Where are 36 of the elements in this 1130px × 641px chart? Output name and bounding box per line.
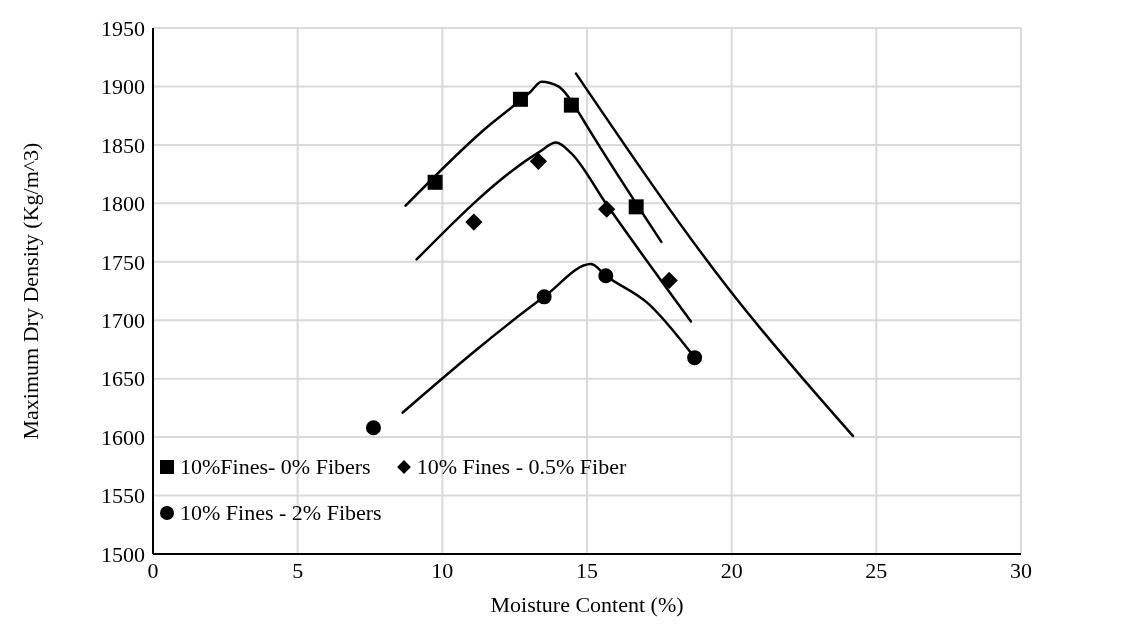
y-tick-label: 1500 xyxy=(101,541,145,567)
x-tick-label: 20 xyxy=(720,557,743,583)
y-tick-label: 1900 xyxy=(101,74,145,100)
point xyxy=(529,152,548,170)
legend-label: 10% Fines - 2% Fibers xyxy=(180,499,382,527)
y-tick-label: 1850 xyxy=(101,132,145,158)
point xyxy=(427,174,443,190)
legend-label: 10%Fines- 0% Fibers xyxy=(180,453,371,481)
point xyxy=(660,271,678,290)
point xyxy=(628,199,644,215)
legend-label: 10% Fines - 0.5% Fiber xyxy=(416,453,627,481)
x-axis-title: Moisture Content (%) xyxy=(490,592,684,617)
point xyxy=(512,91,528,107)
point xyxy=(598,200,616,218)
y-tick-label: 1950 xyxy=(101,15,145,41)
point xyxy=(536,289,552,305)
x-tick-label: 25 xyxy=(865,557,888,583)
point xyxy=(598,268,614,284)
y-tick-label: 1800 xyxy=(101,191,145,217)
point xyxy=(465,213,483,231)
x-tick-label: 10 xyxy=(431,557,454,583)
line-series xyxy=(404,80,663,244)
point xyxy=(687,350,703,366)
point xyxy=(563,97,579,113)
y-tick-label: 1700 xyxy=(101,308,145,334)
y-axis-title: Maximum Dry Density (Kg/m^3) xyxy=(17,142,43,440)
x-tick-label: 5 xyxy=(292,557,304,583)
y-tick-label: 1750 xyxy=(101,249,145,275)
y-tick-label: 1550 xyxy=(101,483,145,509)
y-tick-label: 1600 xyxy=(101,424,145,450)
x-tick-label: 0 xyxy=(147,557,159,583)
line-series xyxy=(415,141,693,323)
point xyxy=(365,420,381,436)
y-tick-label: 1650 xyxy=(101,366,145,392)
x-tick-label: 15 xyxy=(576,557,598,583)
x-tick-label: 30 xyxy=(1010,557,1032,583)
